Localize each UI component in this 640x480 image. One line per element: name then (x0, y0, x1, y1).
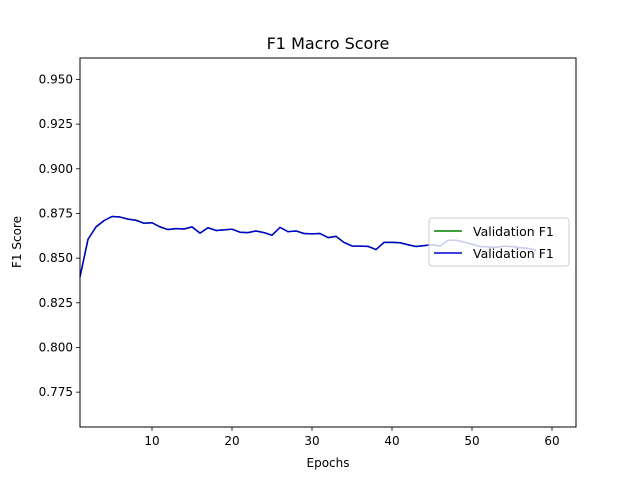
y-tick-label: 0.925 (39, 117, 73, 131)
y-tick-label: 0.950 (39, 72, 73, 86)
x-tick-label: 40 (384, 434, 399, 448)
x-tick-label: 50 (464, 434, 479, 448)
y-tick-label: 0.825 (39, 296, 73, 310)
y-tick-label: 0.875 (39, 206, 73, 220)
legend-label-validation-f1-green: Validation F1 (473, 224, 554, 239)
legend: Validation F1 Validation F1 (428, 217, 570, 267)
y-tick-label: 0.850 (39, 251, 73, 265)
y-axis: 0.775 0.800 0.825 0.850 0.875 0.900 0.925 0.950 (39, 72, 80, 399)
x-tick-label: 10 (144, 434, 159, 448)
x-axis-label: Epochs (307, 456, 350, 470)
legend-label-validation-f1-blue: Validation F1 (473, 246, 554, 261)
legend-box (428, 217, 570, 267)
y-axis-label: F1 Score (10, 216, 24, 268)
x-tick-label: 60 (544, 434, 559, 448)
x-axis: 10 20 30 40 50 60 (144, 427, 560, 448)
x-tick-label: 20 (224, 434, 239, 448)
y-tick-label: 0.800 (39, 340, 73, 354)
plot-frame (79, 57, 577, 428)
chart-title: F1 Macro Score (267, 34, 390, 53)
y-tick-label: 0.775 (39, 385, 73, 399)
y-tick-label: 0.900 (39, 162, 73, 176)
x-tick-label: 30 (304, 434, 319, 448)
